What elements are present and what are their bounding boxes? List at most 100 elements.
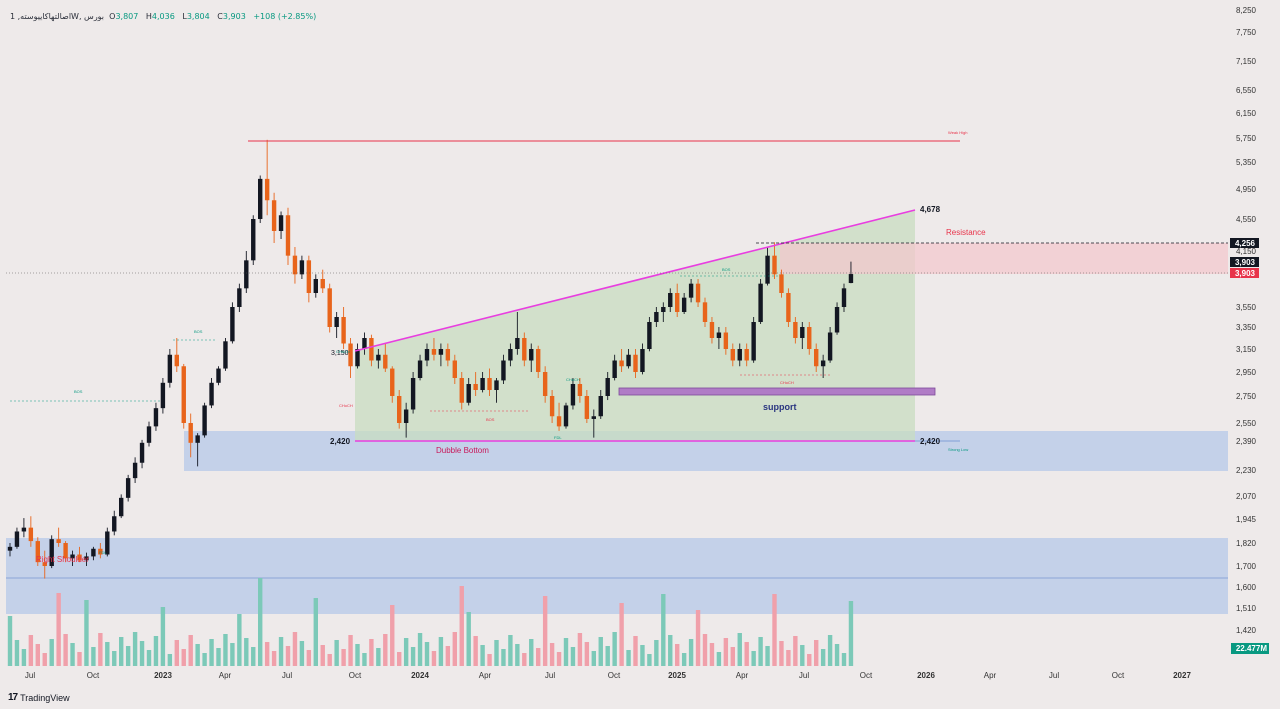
- candle-body: [390, 368, 395, 396]
- volume-bar: [619, 603, 624, 666]
- price-tick-label: 1,600: [1236, 583, 1257, 592]
- candle-body: [626, 354, 631, 367]
- candle-body: [515, 338, 520, 349]
- candle-body: [70, 554, 75, 559]
- brand-name: TradingView: [20, 692, 70, 703]
- volume-bar: [313, 598, 318, 666]
- candle-body: [285, 215, 291, 256]
- candle-body: [327, 288, 332, 327]
- volume-bar: [35, 644, 40, 666]
- volume-bar: [675, 644, 680, 666]
- candle-body: [633, 354, 638, 372]
- volume-bar: [153, 636, 159, 666]
- volume-bar: [556, 652, 562, 666]
- candle-body: [494, 380, 499, 390]
- candle-body: [167, 354, 173, 383]
- candle-body: [348, 343, 353, 367]
- small-label: BOS: [722, 267, 731, 272]
- small-label: CHoCH: [336, 349, 350, 354]
- candle-body: [153, 408, 159, 427]
- price-tick-label: 8,250: [1236, 6, 1257, 15]
- candle-body: [181, 366, 186, 423]
- candle-body: [549, 396, 555, 417]
- volume-bar: [167, 654, 173, 666]
- volume-bar: [793, 636, 798, 666]
- volume-bar: [827, 635, 833, 666]
- price-tick-label: 2,750: [1236, 392, 1257, 401]
- volume-bar: [56, 593, 61, 666]
- volume-bar: [598, 637, 603, 666]
- candle-body: [139, 442, 145, 463]
- candle-body: [202, 405, 207, 436]
- volume-bar: [251, 647, 256, 666]
- candle-body: [598, 396, 603, 417]
- volume-bar: [112, 651, 117, 666]
- volume-bar: [209, 639, 214, 666]
- volume-bar: [369, 639, 374, 666]
- volume-bar: [125, 646, 131, 666]
- candle-body: [675, 293, 680, 312]
- candle-body: [195, 435, 200, 443]
- candle-body: [751, 322, 756, 361]
- candle-body: [438, 349, 444, 355]
- volume-bar: [431, 651, 437, 666]
- price-tick-label: 1,510: [1236, 604, 1257, 613]
- time-tick-label: 2025: [668, 671, 686, 680]
- candle-body: [334, 317, 339, 327]
- price-tick-label: 3,350: [1236, 323, 1257, 332]
- volume-bar: [695, 610, 701, 666]
- candle-body: [508, 349, 513, 361]
- tradingview-brand[interactable]: 17 TradingView: [8, 692, 70, 703]
- price-tick-label: 3,550: [1236, 303, 1257, 312]
- price-tick-label: 5,350: [1236, 158, 1257, 167]
- volume-bar: [7, 616, 13, 666]
- volume-bar: [390, 605, 395, 666]
- time-tick-label: Oct: [87, 671, 100, 680]
- volume-bar: [515, 644, 520, 666]
- volume-bar: [716, 652, 722, 666]
- candle-body: [417, 360, 423, 378]
- candle-body: [63, 543, 68, 559]
- volume-bar: [508, 635, 513, 666]
- candle-body: [459, 378, 464, 403]
- time-tick-label: Oct: [349, 671, 362, 680]
- price-tag-box: [1230, 238, 1259, 248]
- small-label: BOS: [194, 329, 203, 334]
- ohlc-legend: اصالتهاكاییوسته, 1W, بورس O3,807 H4,036 …: [10, 12, 317, 21]
- candle-body: [800, 327, 805, 338]
- candle-body: [640, 349, 645, 372]
- small-label: FDL: [99, 550, 107, 555]
- price-tag-label: 3,903: [1235, 258, 1256, 267]
- volume-bar: [758, 637, 763, 666]
- annotation-label: 3,150: [331, 350, 349, 357]
- volume-bar: [14, 640, 20, 666]
- volume-bar: [188, 635, 193, 666]
- volume-bar: [362, 653, 367, 666]
- volume-bar: [820, 649, 826, 666]
- symbol-name[interactable]: اصالتهاكاییوسته, 1W, بورس: [10, 12, 105, 21]
- time-tick-label: Jul: [282, 671, 292, 680]
- time-tick-label: 2027: [1173, 671, 1191, 680]
- candle-body: [556, 416, 562, 427]
- time-tick-label: 2023: [154, 671, 172, 680]
- volume-bar: [640, 645, 645, 666]
- price-tick-label: 2,390: [1236, 437, 1257, 446]
- candle-body: [577, 384, 583, 396]
- high-value: 4,036: [151, 12, 175, 21]
- volume-bar: [848, 601, 854, 666]
- volume-bar: [765, 646, 770, 666]
- candle-body: [563, 405, 569, 427]
- volume-bar: [612, 632, 617, 666]
- volume-bar: [424, 642, 430, 666]
- low-value: 3,804: [186, 12, 210, 21]
- volume-bar: [334, 640, 339, 666]
- time-tick-label: Apr: [219, 671, 232, 680]
- candle-body: [619, 360, 624, 367]
- candle-body: [716, 332, 722, 338]
- annotation-label: 4,678: [920, 205, 941, 214]
- volume-bar: [466, 612, 471, 666]
- time-tick-label: Jul: [25, 671, 35, 680]
- volume-bar: [278, 637, 284, 666]
- candle-body: [431, 349, 437, 355]
